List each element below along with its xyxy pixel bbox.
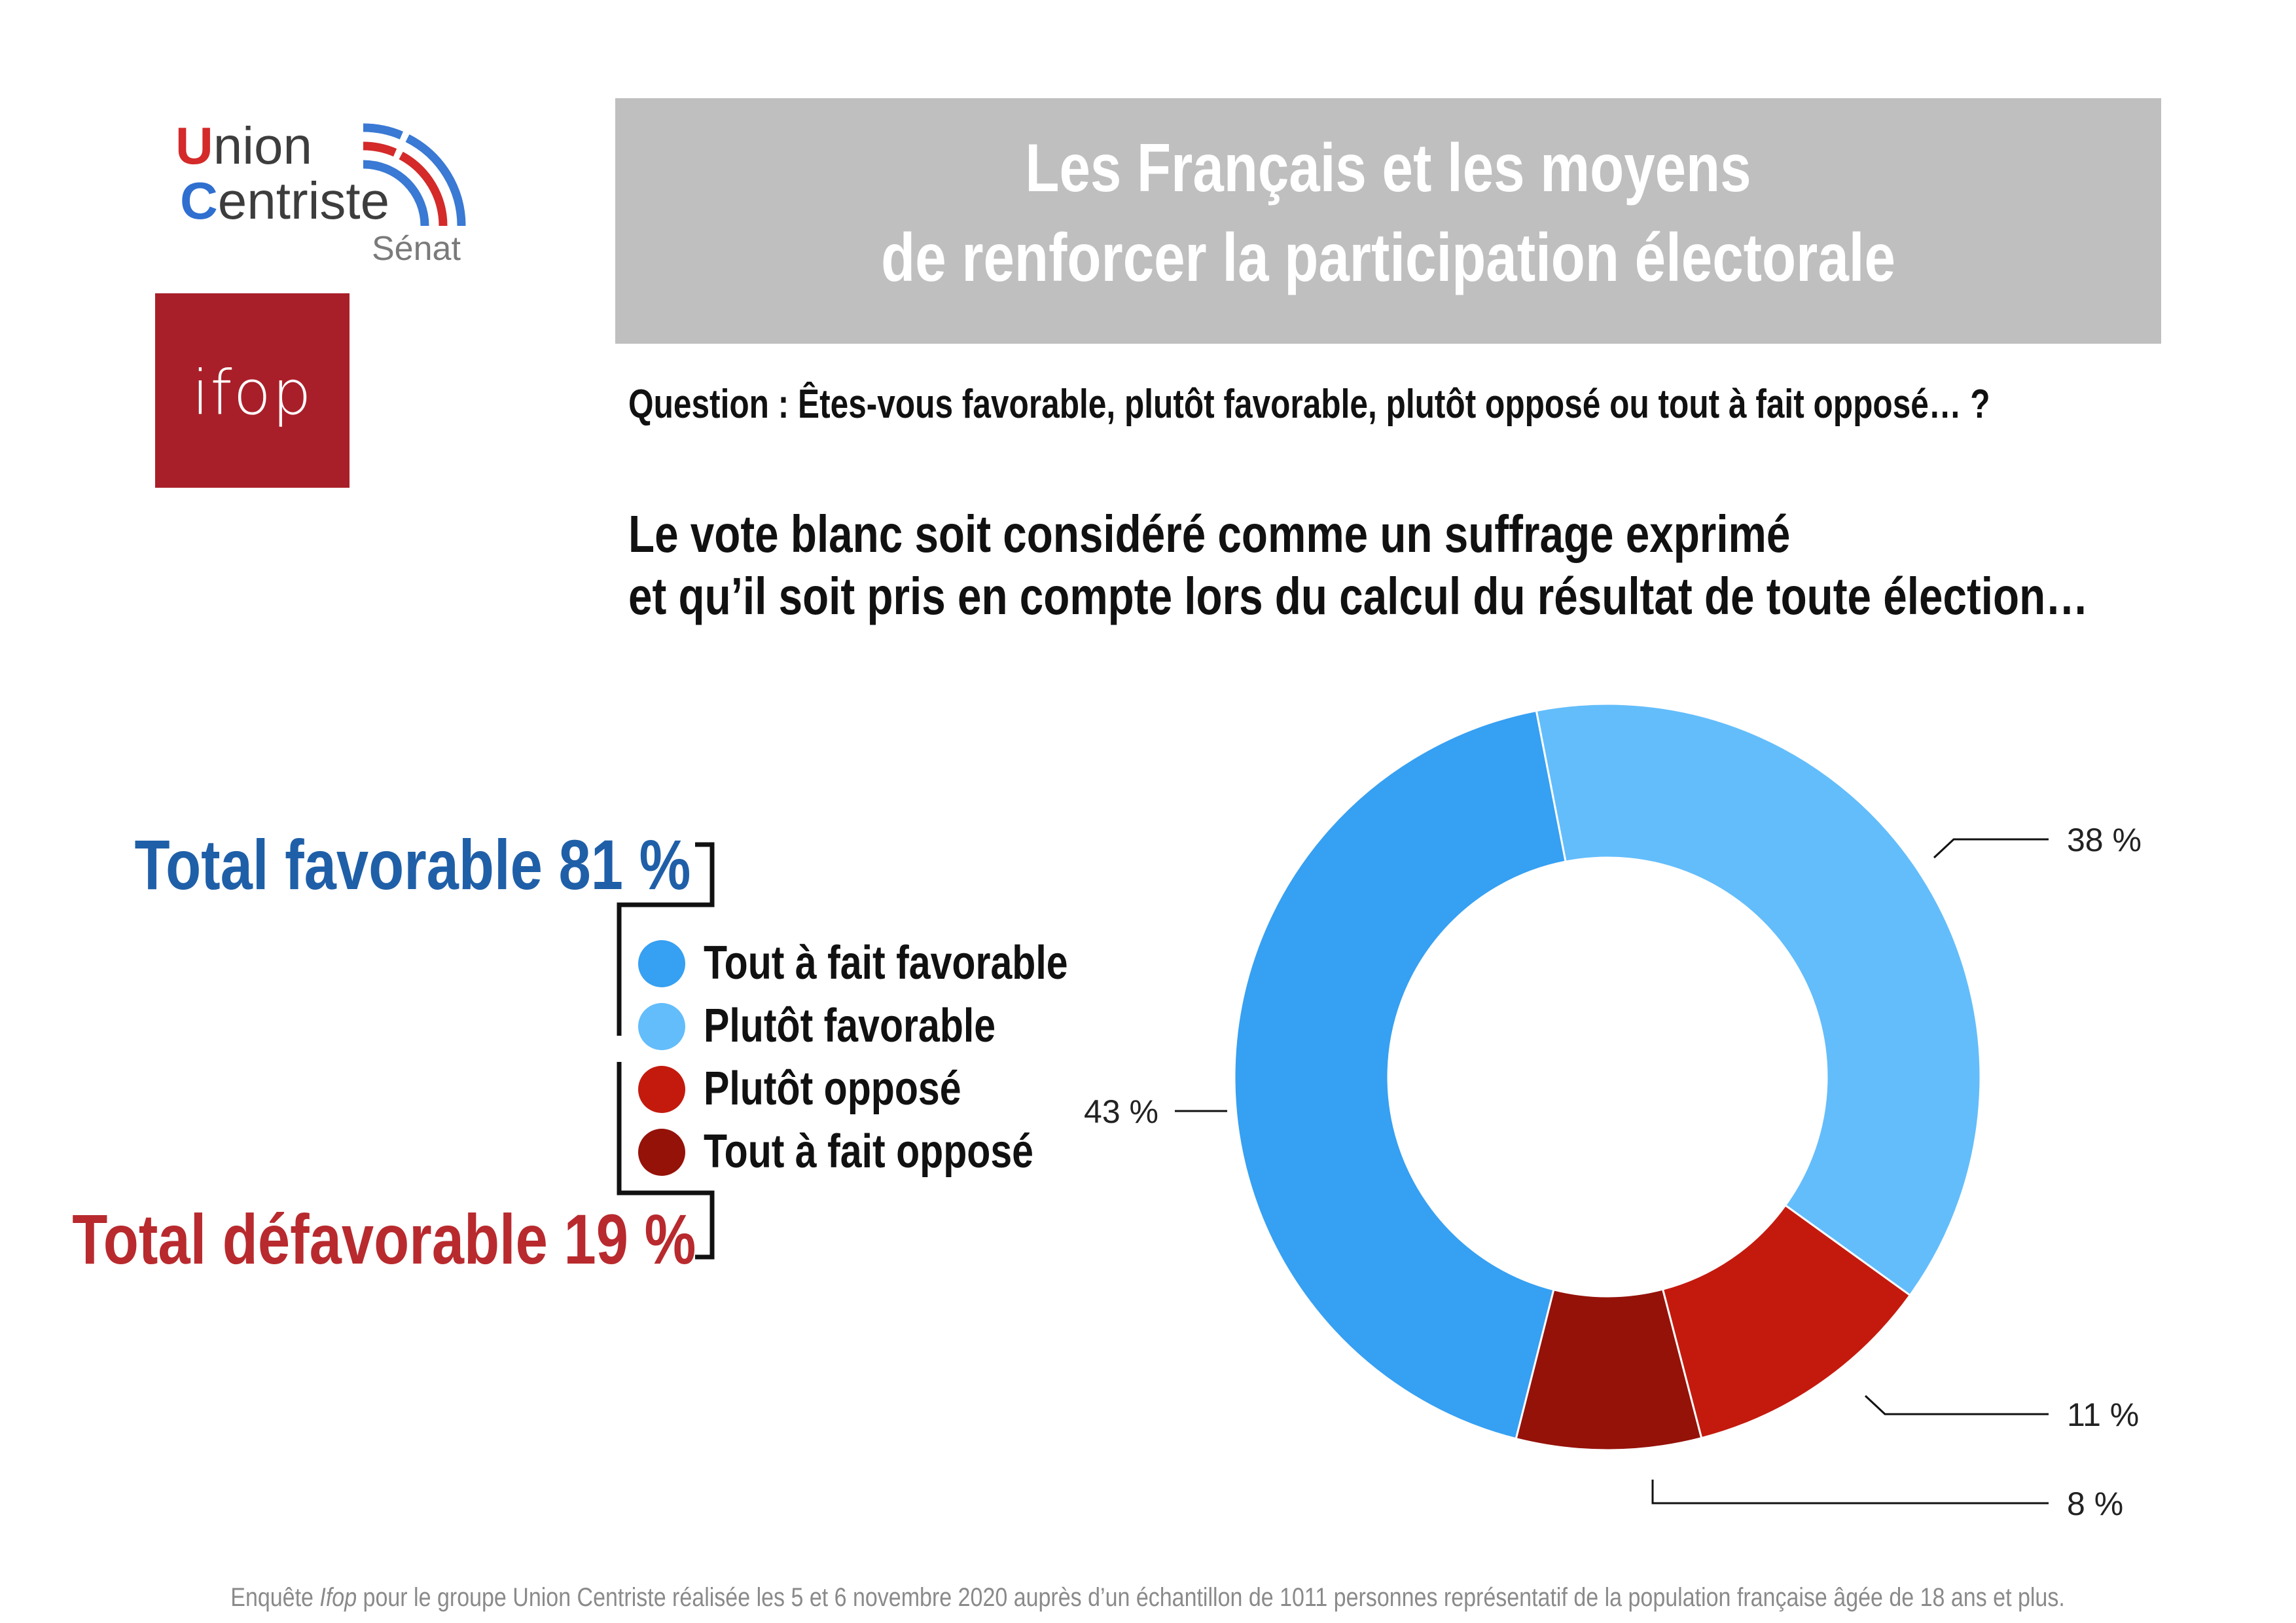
leader-line-1 [1933,838,2049,859]
legend-label: Plutôt opposé [704,1063,961,1115]
legend-dot-tout-a-fait-oppose [638,1129,685,1176]
legend-dot-plutot-oppose [638,1066,685,1113]
leader-line-2 [1864,1395,2049,1415]
logo-senat: Sénat [372,230,461,268]
favorable-bracket [617,842,715,1036]
title-line-1: Les Français et les moyens [1025,130,1751,206]
data-label-2: 11 % [2067,1396,2139,1433]
donut-labels: 38 % 11 % 8 % 43 % [1084,822,2142,1522]
footer-italic: Ifop [319,1583,357,1612]
ifop-logo: ifop [155,293,350,488]
legend-label: Plutôt favorable [704,1000,996,1052]
logo-centriste-rest: entriste [217,172,390,230]
footer-before: Enquête [230,1583,320,1612]
legend-dot-plutot-favorable [638,1003,685,1050]
brackets [617,842,715,1260]
total-defavorable: Total défavorable 19 % [71,1199,696,1279]
logo-union-word: Union [175,117,313,175]
data-label-1: 38 % [2067,822,2142,858]
legend-label: Tout à fait favorable [704,937,1068,989]
donut-slice-4 [1233,709,1567,1440]
statement-line-2: et qu’il soit pris en compte lors du cal… [628,567,2089,625]
defavorable-bracket [617,1062,715,1260]
data-label-4: 43 % [1084,1093,1158,1130]
footer-after: pour le groupe Union Centriste réalisée … [357,1583,2066,1612]
legend-dot-tout-a-fait-favorable [638,940,685,987]
title-line-2: de renforcer la participation électorale [881,220,1895,296]
statement-line-1: Le vote blanc soit considéré comme un su… [628,505,1791,563]
donut-slice-1 [1535,702,1982,1297]
donut-slices [1233,702,1982,1451]
data-label-3: 8 % [2067,1486,2123,1522]
legend-label: Tout à fait opposé [704,1125,1034,1178]
union-centriste-logo: Union Centriste Sénat [173,115,475,272]
logo-arcs-icon [363,123,466,227]
logo-union-rest: nion [213,117,313,175]
leader-line-3 [1651,1480,2049,1504]
ifop-logo-text: ifop [192,357,313,429]
title-banner: Les Français et les moyens de renforcer … [615,98,2161,344]
total-favorable: Total favorable 81 % [134,825,691,904]
question-text: Question : Êtes-vous favorable, plutôt f… [628,382,1990,427]
donut-leaders [1175,838,2049,1504]
footer-source: Enquête Ifop pour le groupe Union Centri… [0,1583,2296,1613]
logo-centriste-word: Centriste [180,172,390,230]
